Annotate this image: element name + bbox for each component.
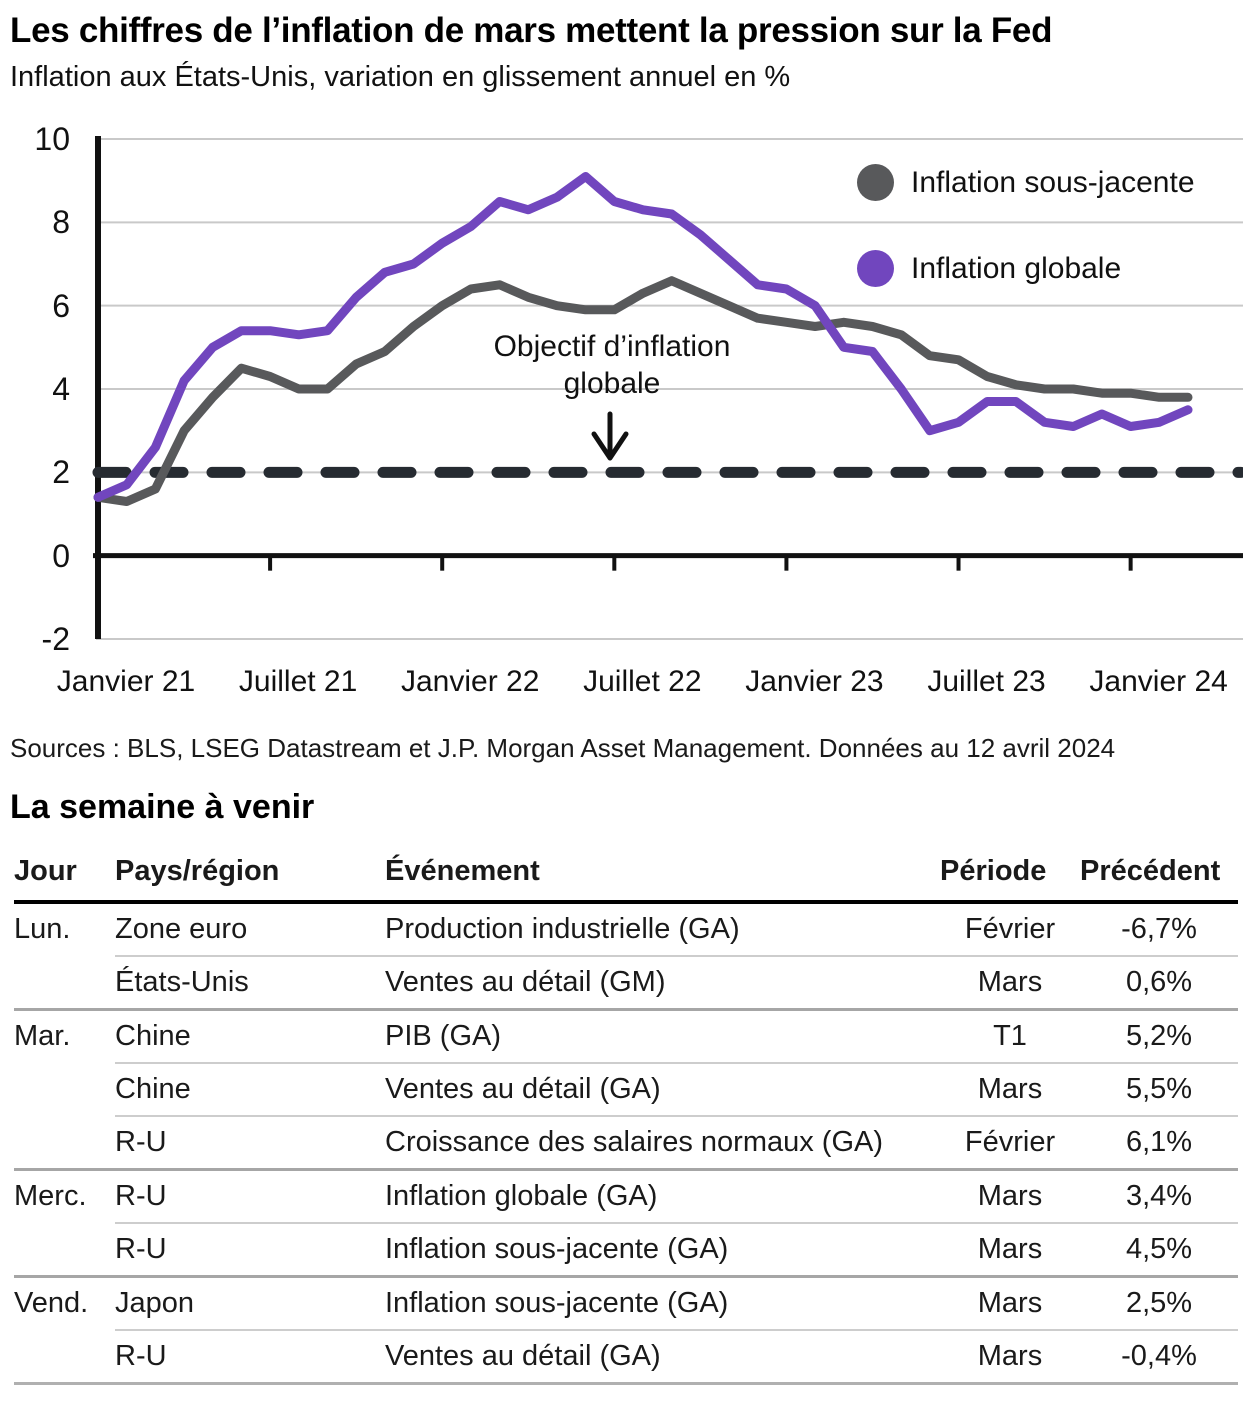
headline-series-dot-icon [857,250,894,287]
cell-period: Mars [940,1062,1080,1116]
cell-period: Mars [940,1168,1080,1223]
table-row: Merc. R-U Inflation globale (GA) Mars 3,… [14,1168,1238,1223]
x-axis-label: Janvier 21 [56,665,196,698]
y-axis-label: 2 [52,454,70,491]
cell-period: Mars [940,1222,1080,1277]
y-axis-label: 6 [52,287,70,324]
table-header-row: Jour Pays/région Événement Période Précé… [14,846,1238,904]
x-axis-label: Janvier 24 [1089,665,1228,698]
core-series-dot-icon [857,164,894,201]
cell-region: R-U [115,1329,385,1384]
inflation-chart: Inflation sous-jacente Inflation globale… [10,112,1243,712]
table-row: R-U Inflation sous-jacente (GA) Mars 4,5… [14,1222,1238,1277]
cell-previous: -0,4% [1080,1329,1238,1384]
table-row: R-U Croissance des salaires normaux (GA)… [14,1115,1238,1170]
y-axis-label: 4 [52,371,70,407]
cell-previous: 5,5% [1080,1062,1238,1116]
cell-region: Chine [115,1062,385,1116]
cell-previous: 0,6% [1080,955,1238,1010]
cell-event: Ventes au détail (GA) [385,1062,940,1116]
cell-day [14,1330,115,1384]
col-header-event: Événement [385,846,940,904]
section-title: La semaine à venir [10,788,315,826]
cell-previous: 5,2% [1080,1008,1238,1063]
cell-region: R-U [115,1115,385,1170]
cell-day [14,1223,115,1277]
cell-previous: 4,5% [1080,1222,1238,1277]
cell-day [14,956,115,1010]
table-row: Mar. Chine PIB (GA) T1 5,2% [14,1008,1238,1063]
y-axis-label: 0 [52,537,70,574]
table-row: États-Unis Ventes au détail (GM) Mars 0,… [14,955,1238,1010]
down-arrow-icon [591,411,629,461]
headline-inflation-line [93,172,1193,502]
cell-day: Mar. [14,1008,115,1063]
x-axis-label: Janvier 22 [400,665,540,698]
table-row: Chine Ventes au détail (GA) Mars 5,5% [14,1062,1238,1116]
table-row: Vend. Japon Inflation sous-jacente (GA) … [14,1275,1238,1330]
cell-previous: 6,1% [1080,1115,1238,1170]
chart-title: Les chiffres de l’inflation de mars mett… [10,11,1053,50]
y-axis-label: 10 [34,121,70,157]
inflation-chart-svg [92,136,1243,640]
cell-event: PIB (GA) [385,1008,940,1063]
week-ahead-table: Jour Pays/région Événement Période Précé… [14,846,1238,1385]
cell-event: Ventes au détail (GA) [385,1329,940,1384]
cell-region: Chine [115,1008,385,1063]
cell-day: Vend. [14,1275,115,1330]
y-axis-label: -2 [41,621,70,657]
cell-region: États-Unis [115,955,385,1010]
target-line-annotation: Objectif d’inflation globale [412,328,812,402]
cell-day [14,1116,115,1170]
target-line-annotation-line2: globale [563,367,661,400]
sources-note: Sources : BLS, LSEG Datastream et J.P. M… [10,733,1116,763]
cell-period: Février [940,1115,1080,1170]
cell-day [14,1063,115,1116]
x-axis-label: Janvier 23 [745,665,884,698]
cell-previous: -6,7% [1121,913,1197,945]
table-row: Lun. Zone euro Production industrielle (… [14,902,1238,956]
chart-subtitle: Inflation aux États-Unis, variation en g… [10,61,791,93]
cell-day: Merc. [14,1168,115,1223]
cell-period: Mars [940,955,1080,1010]
x-axis-label: Juillet 22 [583,665,702,698]
core-inflation-line [93,276,1193,506]
cell-region: Zone euro [115,913,248,945]
y-axis-label: 8 [52,204,70,241]
legend-item-core: Inflation sous-jacente [857,164,1195,201]
col-header-period: Période [940,846,1080,904]
cell-region: R-U [115,1222,385,1277]
x-axis-label: Juillet 21 [238,665,358,698]
cell-period: Mars [940,1329,1080,1384]
cell-event: Inflation globale (GA) [385,1168,940,1223]
col-header-previous: Précédent [1080,846,1238,904]
target-line-annotation-line1: Objectif d’inflation [493,330,731,363]
col-header-day: Jour [14,846,115,904]
cell-region: Japon [115,1275,385,1330]
cell-event: Croissance des salaires normaux (GA) [385,1115,940,1170]
cell-period: Mars [940,1275,1080,1330]
cell-event: Ventes au détail (GM) [385,955,940,1010]
cell-event: Production industrielle (GA) [385,913,740,945]
cell-event: Inflation sous-jacente (GA) [385,1222,940,1277]
cell-previous: 2,5% [1080,1275,1238,1330]
cell-region: R-U [115,1168,385,1223]
cell-event: Inflation sous-jacente (GA) [385,1275,940,1330]
table-row: R-U Ventes au détail (GA) Mars -0,4% [14,1329,1238,1384]
legend-label-core: Inflation sous-jacente [911,165,1195,199]
legend-label-headline: Inflation globale [911,251,1122,285]
cell-period: T1 [940,1008,1080,1063]
legend-item-headline: Inflation globale [857,250,1121,287]
col-header-region: Pays/région [115,846,385,904]
cell-period: Février [964,913,1056,945]
cell-day: Lun. [14,913,71,945]
page: Les chiffres de l’inflation de mars mett… [10,11,1243,1385]
cell-previous: 3,4% [1080,1168,1238,1223]
x-axis-label: Juillet 23 [927,665,1046,698]
